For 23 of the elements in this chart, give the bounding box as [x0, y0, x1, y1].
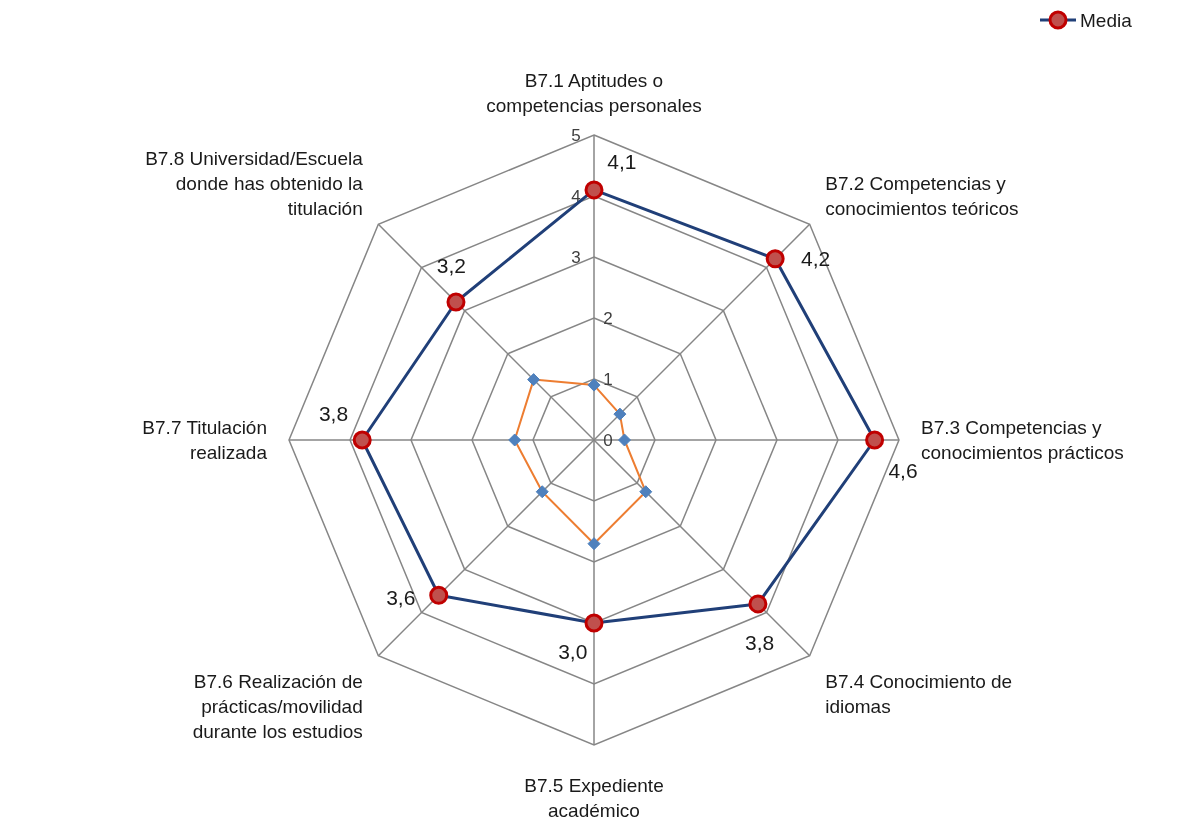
data-label: 4,6	[888, 459, 918, 483]
data-label: 3,2	[436, 254, 467, 278]
data-label: 3,6	[386, 586, 416, 610]
spoke-label: B7.7 Titulación realizada	[142, 417, 268, 464]
data-label: 3,8	[745, 631, 775, 655]
spoke-label: B7.1 Aptitudes o competencias personales	[486, 69, 702, 116]
y-tick-label: 2	[603, 308, 613, 328]
y-tick-label: 0	[603, 430, 613, 450]
spoke-label: B7.8 Universidad/Escuela donde has obtenido la titulación	[145, 148, 364, 220]
spoke-label: B7.6 Realización de prácticas/movilidad durante los estudios	[192, 670, 363, 742]
spoke-label: B7.3 Competencias y conocimientos prácticos	[921, 417, 1124, 464]
y-tick-label: 4	[571, 186, 581, 206]
y-tick-label: 3	[571, 247, 581, 267]
y-tick-label: 1	[603, 369, 613, 389]
y-tick-label: 5	[571, 125, 581, 145]
spoke-label: B7.4 Conocimiento de idiomas	[825, 670, 1013, 717]
data-label: 4,2	[800, 247, 831, 271]
data-label: 3,0	[558, 640, 588, 664]
spoke-label: B7.5 Expediente académico	[524, 774, 664, 821]
data-label: 4,1	[607, 149, 637, 173]
data-label: 3,8	[318, 402, 349, 426]
legend-label: Media	[1080, 9, 1133, 31]
spoke-label: B7.2 Competencias y conocimientos teóricos	[825, 173, 1019, 220]
